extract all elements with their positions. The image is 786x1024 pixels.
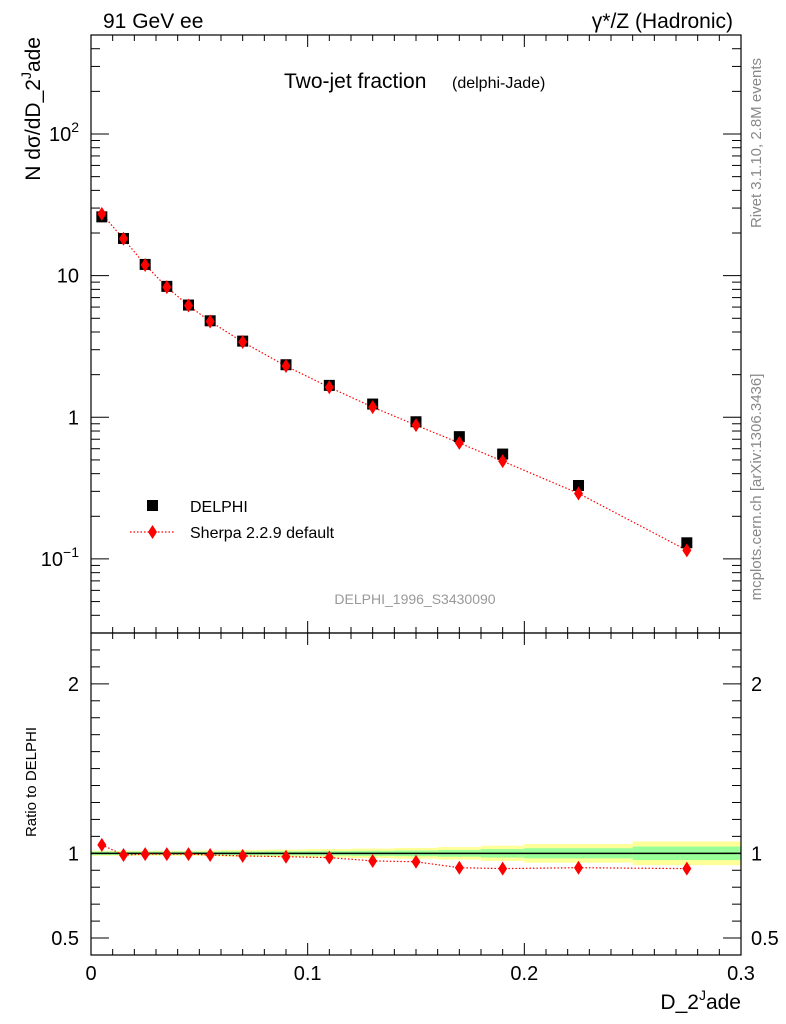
ratio-plot-area	[90, 632, 742, 956]
mc-point	[411, 418, 421, 433]
ratio-mc-point	[205, 848, 215, 863]
ratio-mc-point	[324, 850, 334, 865]
x-axis-label-tail: ade	[706, 991, 741, 1014]
mc-point	[281, 359, 291, 374]
mc-point	[238, 335, 248, 350]
chart-title: Two-jet fraction	[284, 70, 426, 93]
ratio-mc-point	[411, 854, 421, 869]
mc-point	[682, 543, 692, 558]
x-tick-label: 0.2	[510, 963, 538, 985]
y-tick-label-ratio-right: 2	[751, 674, 762, 696]
y-tick-label-exponent: −1	[63, 544, 79, 560]
mc-point	[368, 400, 378, 415]
mc-line	[101, 213, 688, 551]
data-point	[573, 479, 584, 491]
mc-point	[454, 435, 464, 450]
legend: DELPHI Sherpa 2.2.9 default	[130, 499, 335, 542]
analysis-id: DELPHI_1996_S3430090	[334, 591, 495, 607]
y-tick-label-exponent: 2	[71, 119, 79, 135]
mc-point	[205, 314, 215, 329]
x-tick-label: 0	[85, 963, 96, 985]
y-tick-label-ratio-right: 1	[751, 843, 762, 865]
ratio-mc-point	[368, 853, 378, 868]
main-y-axis-label-base: N dσ/dD_2	[22, 79, 45, 181]
x-tick-label: 0.3	[727, 963, 755, 985]
main-plot-area	[90, 34, 742, 634]
main-series	[96, 206, 693, 558]
ratio-mc-point	[454, 860, 464, 875]
ratio-panel: Ratio to DELPHI 0 0.1 0.2 0.3 0.5 0.5 1 1 2 2	[23, 632, 779, 985]
y-tick-label-ratio-right: 0.5	[751, 928, 779, 950]
ratio-series	[97, 837, 692, 876]
mcplots-label: mcplots.cern.ch [arXiv:1306.3436]	[748, 374, 765, 601]
ratio-mc-point	[119, 848, 128, 863]
x-tick-label: 0.1	[294, 963, 322, 985]
mc-point	[97, 206, 107, 221]
main-y-axis-label: N dσ/dD_2Jade	[18, 37, 45, 181]
data-point	[497, 448, 509, 460]
mc-point	[184, 298, 193, 313]
y-tick-label-base: 10	[41, 549, 63, 571]
y-tick-label-ratio-left: 2	[68, 674, 79, 696]
legend-label-sherpa: Sherpa 2.2.9 default	[190, 525, 335, 542]
mc-point	[324, 380, 334, 395]
mc-point	[119, 231, 128, 246]
ratio-ticks: 0 0.1 0.2 0.3 0.5 0.5 1 1 2 2	[51, 632, 779, 985]
y-tick-label-main: 1	[68, 407, 79, 429]
ratio-mc-point	[281, 849, 291, 864]
ratio-mc-point	[574, 860, 583, 875]
legend-marker-sherpa	[148, 525, 157, 539]
mc-point	[162, 280, 172, 295]
main-y-axis-label-sup: J	[18, 72, 34, 79]
data-point	[681, 537, 693, 549]
y-tick-label-base: 10	[49, 124, 71, 146]
ratio-y-axis-label: Ratio to DELPHI	[23, 727, 40, 837]
ratio-mc-point	[140, 847, 150, 862]
ratio-mc-point	[682, 861, 692, 876]
ratio-mc-point	[238, 848, 248, 863]
main-panel: Two-jet fraction (delphi-Jade) DELPHI_19…	[18, 34, 742, 634]
mc-point	[498, 454, 508, 469]
mc-point	[140, 257, 150, 272]
ratio-mc-point	[184, 847, 193, 862]
mc-point	[574, 486, 583, 501]
rivet-label: Rivet 3.1.10, 2.8M events	[748, 58, 765, 228]
ratio-mc-point	[162, 847, 172, 862]
ratio-mc-point	[498, 861, 508, 876]
y-tick-label-ratio-left: 1	[68, 843, 79, 865]
chart-title-sub: (delphi-Jade)	[452, 75, 545, 92]
y-tick-label-ratio-left: 0.5	[51, 928, 79, 950]
header-left: 91 GeV ee	[103, 10, 203, 33]
x-axis-label-base: D_2	[660, 991, 699, 1014]
y-tick-label-main: 10−1	[41, 544, 79, 571]
main-y-axis-label-tail: ade	[22, 37, 45, 72]
legend-label-delphi: DELPHI	[190, 499, 248, 516]
y-tick-label-main: 10	[57, 266, 79, 288]
header-right: γ*/Z (Hadronic)	[592, 10, 733, 33]
ratio-mc-point	[97, 837, 107, 852]
x-axis-label: D_2Jade	[660, 987, 741, 1014]
x-axis-label-sup: J	[699, 987, 706, 1003]
y-tick-label-main: 102	[49, 119, 79, 146]
legend-marker-delphi	[147, 500, 158, 511]
